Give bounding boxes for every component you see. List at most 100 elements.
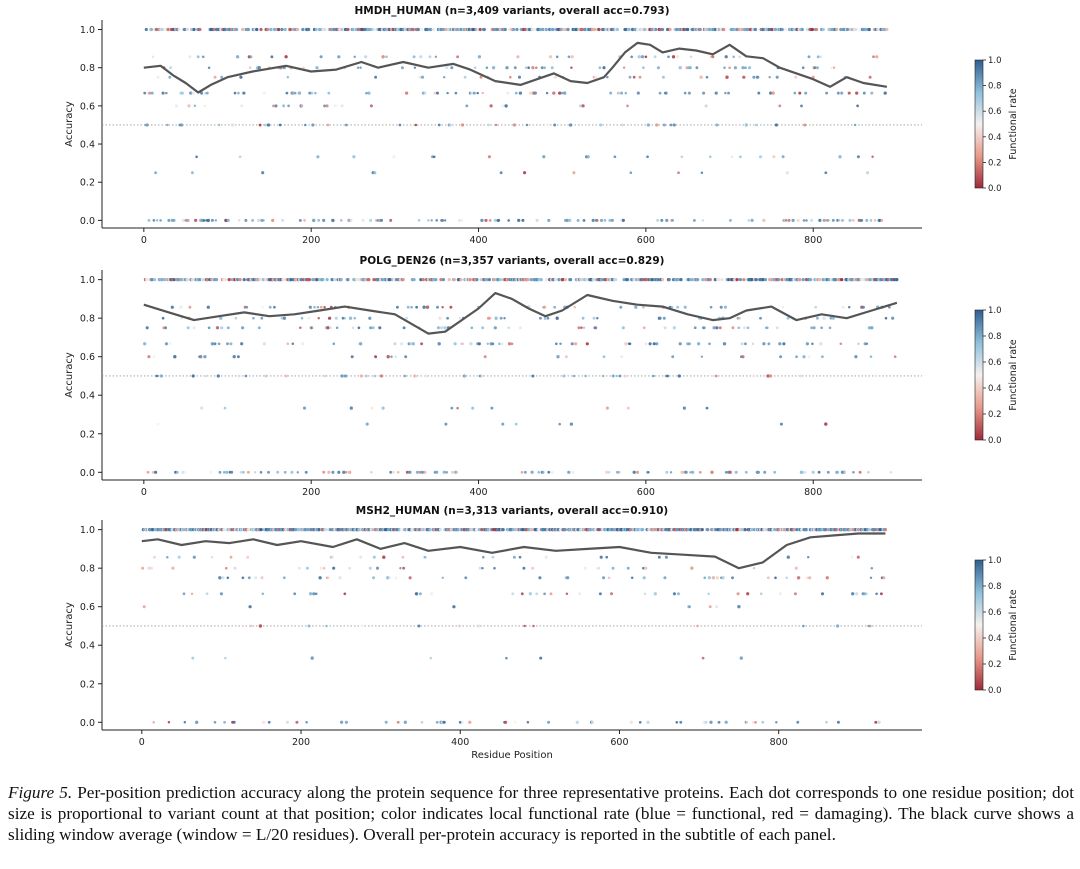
residue-dot (687, 91, 691, 95)
residue-dot (185, 27, 189, 32)
residue-dot (699, 75, 703, 79)
residue-dot (607, 27, 611, 32)
x-tick-label: 400 (451, 737, 469, 748)
residue-dot (672, 592, 676, 596)
residue-dot (165, 91, 168, 95)
residue-dot (418, 75, 422, 79)
residue-dot (244, 374, 248, 378)
residue-dot (751, 720, 755, 724)
residue-dot (479, 278, 483, 282)
residue-dot (646, 123, 651, 127)
colorbar-tick-label: 1.0 (988, 56, 1002, 66)
residue-dot (192, 555, 196, 559)
residue-dot (226, 326, 230, 330)
residue-dot (604, 278, 608, 282)
residue-dot (837, 219, 841, 222)
residue-dot (417, 624, 421, 628)
residue-dot (856, 555, 860, 559)
x-axis-label: Residue Position (471, 750, 553, 761)
residue-dot (480, 218, 484, 223)
x-tick-label: 0 (141, 487, 147, 498)
residue-dot (767, 342, 771, 346)
residue-dot (173, 355, 177, 359)
residue-dot (147, 218, 151, 222)
residue-dot (774, 27, 778, 32)
colorbar-tick-label: 0.8 (988, 582, 1002, 592)
residue-dot (785, 171, 789, 175)
residue-dot (258, 278, 262, 282)
residue-dot (298, 566, 301, 570)
residue-dot (545, 91, 549, 95)
residue-dot (757, 470, 761, 474)
residue-dot (372, 555, 376, 559)
residue-dot (150, 278, 154, 282)
residue-dot (630, 55, 634, 59)
residue-dot (667, 55, 670, 59)
residue-dot (504, 720, 508, 724)
residue-dot (498, 342, 501, 346)
residue-dot (607, 576, 611, 580)
residue-dot (178, 278, 182, 282)
residue-dot (746, 326, 750, 330)
residue-dot (824, 171, 828, 175)
residue-dot (359, 374, 364, 378)
residue-dot (686, 27, 690, 32)
residue-dot (820, 326, 823, 330)
residue-dot (307, 316, 310, 320)
residue-dot (152, 555, 157, 559)
residue-dot (198, 27, 202, 32)
residue-dot (562, 374, 566, 378)
residue-dot (736, 592, 740, 596)
residue-dot (154, 171, 157, 174)
residue-dot (291, 342, 295, 346)
residue-dot (357, 326, 361, 330)
residue-dot (640, 27, 644, 32)
residue-dot (191, 91, 195, 95)
residue-dot (566, 27, 570, 32)
residue-dot (253, 471, 257, 474)
residue-dot (183, 27, 187, 32)
residue-dot (240, 342, 244, 346)
residue-dot (693, 326, 697, 330)
residue-dot (340, 219, 343, 222)
residue-dot (826, 219, 830, 222)
residue-dot (327, 91, 331, 95)
residue-dot (444, 422, 448, 426)
residue-dot (454, 91, 458, 95)
x-tick-label: 800 (804, 235, 822, 246)
residue-dot (642, 566, 645, 570)
residue-dot (447, 278, 451, 282)
residue-dot (338, 576, 342, 580)
residue-dot (740, 27, 744, 32)
residue-dot (314, 91, 317, 95)
residue-dot (441, 305, 444, 309)
residue-dot (239, 471, 243, 474)
residue-dot (644, 566, 648, 570)
residue-dot (735, 528, 739, 532)
residue-dot (626, 406, 630, 410)
residue-dot (645, 278, 649, 282)
residue-dot (280, 27, 284, 32)
residue-dot (219, 316, 223, 320)
residue-dot (823, 219, 827, 222)
residue-dot (709, 720, 713, 724)
residue-dot (569, 278, 573, 282)
residue-dot (226, 576, 230, 580)
residue-dot (818, 218, 822, 222)
chart-title: POLG_DEN26 (n=3,357 variants, overall ac… (360, 255, 665, 267)
residue-dot (488, 316, 492, 320)
residue-dot (761, 720, 765, 724)
residue-dot (232, 355, 236, 359)
residue-dot (550, 470, 554, 474)
residue-dot (794, 75, 798, 79)
residue-dot (602, 576, 606, 580)
residue-dot (785, 576, 789, 580)
residue-dot (374, 75, 378, 79)
colorbar (974, 59, 984, 189)
residue-dot (150, 91, 154, 95)
residue-dot (435, 470, 439, 474)
residue-dot (202, 219, 206, 222)
residue-dot (222, 528, 226, 532)
residue-dot (146, 470, 150, 474)
y-tick-label: 0.2 (80, 178, 95, 189)
